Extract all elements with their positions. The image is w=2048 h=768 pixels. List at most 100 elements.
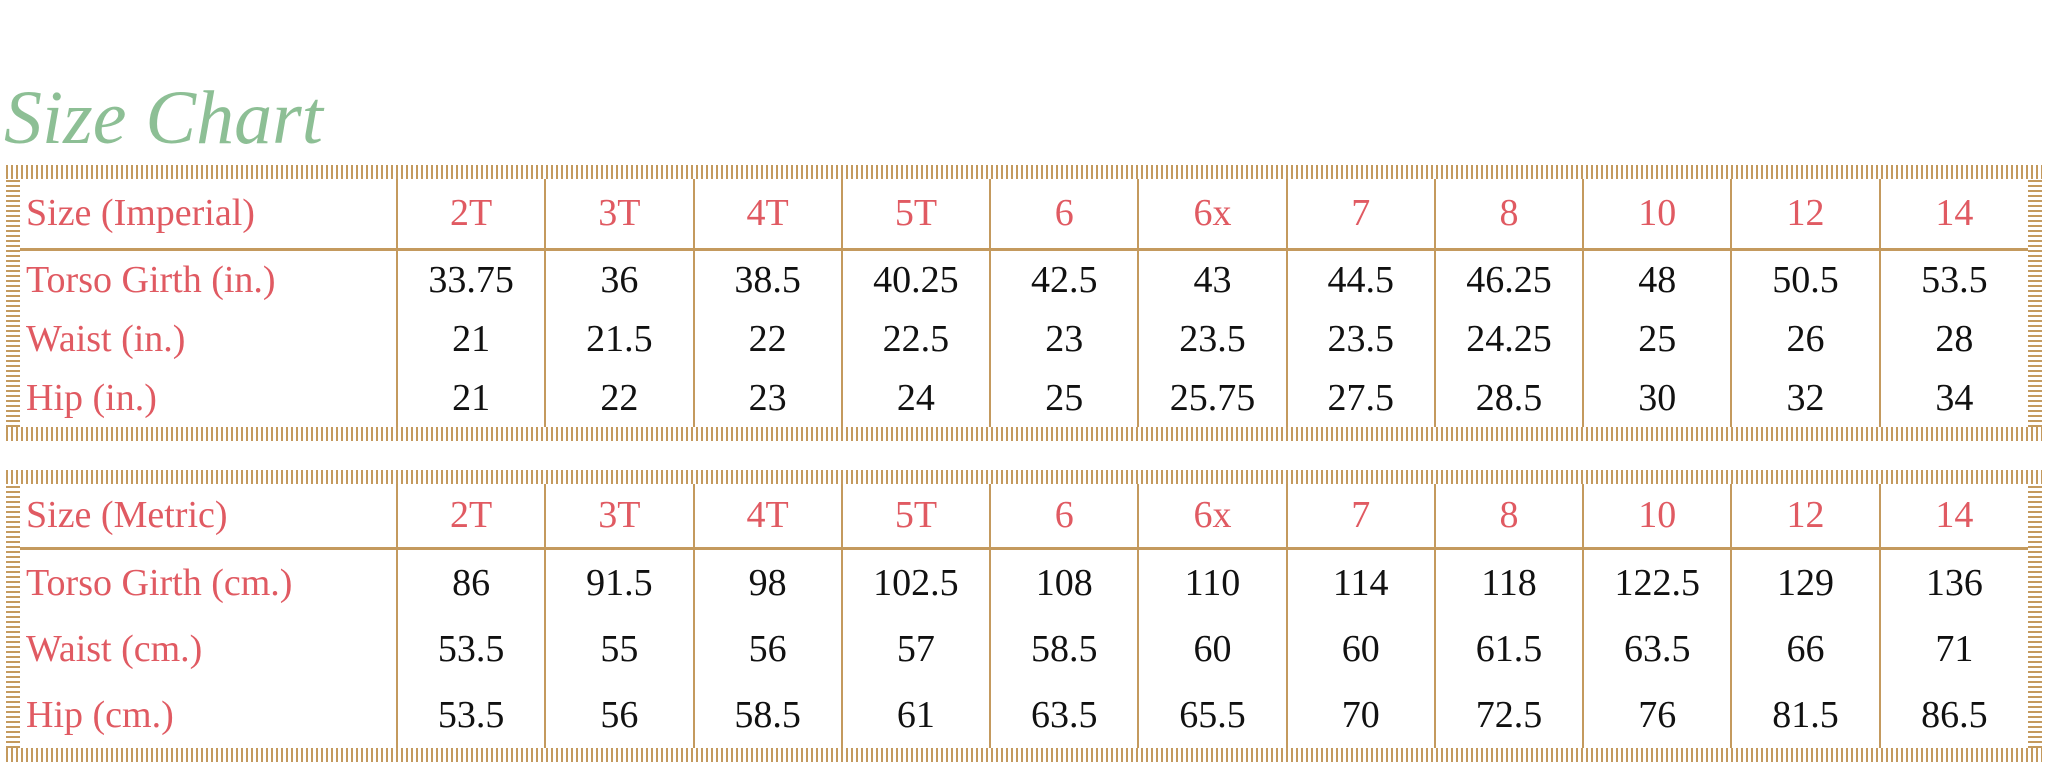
measurement: 26 xyxy=(1730,309,1880,369)
header-row: Size (Imperial) 2T 3T 4T 5T 6 6x 7 8 10 12 14 xyxy=(20,179,2028,251)
size-label: 4T xyxy=(692,484,842,550)
measurement: 86.5 xyxy=(1878,682,2028,748)
row-label: Hip (in.) xyxy=(26,376,157,419)
size-label: 2T xyxy=(395,484,546,550)
measurement: 129 xyxy=(1730,548,1880,617)
size-label: 2T xyxy=(395,179,546,251)
measurement: 33.75 xyxy=(395,249,546,310)
row-label: Torso Girth (cm.) xyxy=(26,561,293,604)
data-row: Waist (in.) 21 21.5 22 22.5 23 23.5 23.5 24.25 25… xyxy=(20,309,2028,369)
measurement: 53.5 xyxy=(1878,249,2028,310)
measurement: 44.5 xyxy=(1285,249,1435,310)
measurement: 60 xyxy=(1137,616,1287,683)
measurement: 108 xyxy=(989,548,1139,617)
measurement: 21.5 xyxy=(544,309,694,369)
measurement: 53.5 xyxy=(395,616,546,683)
measurement: 98 xyxy=(692,548,842,617)
row-header: Size (Metric) xyxy=(20,484,397,550)
measurement: 66 xyxy=(1730,616,1880,683)
measurement: 24.25 xyxy=(1433,309,1584,369)
size-label: 6x xyxy=(1137,484,1287,550)
measurement: 118 xyxy=(1433,548,1584,617)
size-label: 7 xyxy=(1285,484,1435,550)
measurement: 25.75 xyxy=(1137,368,1287,427)
data-row: Waist (cm.) 53.5 55 56 57 58.5 60 60 61.5 63.5 66 7… xyxy=(20,616,2028,683)
measurement: 36 xyxy=(544,249,694,310)
measurement: 27.5 xyxy=(1285,368,1435,427)
header-row: Size (Metric) 2T 3T 4T 5T 6 6x 7 8 10 12 14 xyxy=(20,484,2028,550)
data-row: Torso Girth (cm.) 86 91.5 98 102.5 108 110 114 1… xyxy=(20,548,2028,617)
measurement: 70 xyxy=(1285,682,1435,748)
data-row: Hip (in.) 21 22 23 24 25 25.75 27.5 28.5 30 32 34 xyxy=(20,368,2028,427)
size-label: 3T xyxy=(544,484,694,550)
size-label: 6 xyxy=(989,179,1139,251)
measurement: 136 xyxy=(1878,548,2028,617)
measurement: 23.5 xyxy=(1137,309,1287,369)
row-label: Waist (in.) xyxy=(26,317,186,360)
measurement: 28.5 xyxy=(1433,368,1584,427)
measurement: 22 xyxy=(692,309,842,369)
measurement: 57 xyxy=(840,616,991,683)
measurement: 21 xyxy=(395,368,546,427)
measurement: 122.5 xyxy=(1582,548,1732,617)
measurement: 48 xyxy=(1582,249,1732,310)
data-row: Hip (cm.) 53.5 56 58.5 61 63.5 65.5 70 72.5 76 81.… xyxy=(20,682,2028,748)
size-label: 14 xyxy=(1878,179,2028,251)
size-label: 5T xyxy=(840,179,991,251)
measurement: 23 xyxy=(989,309,1139,369)
measurement: 114 xyxy=(1285,548,1435,617)
metric-table-frame: Size (Metric) 2T 3T 4T 5T 6 6x 7 8 10 12 14 Torso Gi… xyxy=(6,470,2042,762)
measurement: 71 xyxy=(1878,616,2028,683)
measurement: 23 xyxy=(692,368,842,427)
row-label: Waist (cm.) xyxy=(26,628,203,671)
size-label: 10 xyxy=(1582,484,1732,550)
size-label: 4T xyxy=(692,179,842,251)
measurement: 42.5 xyxy=(989,249,1139,310)
measurement: 56 xyxy=(544,682,694,748)
measurement: 76 xyxy=(1582,682,1732,748)
size-label: 10 xyxy=(1582,179,1732,251)
measurement: 63.5 xyxy=(989,682,1139,748)
measurement: 56 xyxy=(692,616,842,683)
measurement: 61.5 xyxy=(1433,616,1584,683)
row-label: Hip (cm.) xyxy=(26,694,174,737)
measurement: 91.5 xyxy=(544,548,694,617)
measurement: 25 xyxy=(989,368,1139,427)
measurement: 102.5 xyxy=(840,548,991,617)
size-label: 12 xyxy=(1730,484,1880,550)
measurement: 55 xyxy=(544,616,694,683)
measurement: 65.5 xyxy=(1137,682,1287,748)
imperial-table-frame: Size (Imperial) 2T 3T 4T 5T 6 6x 7 8 10 12 14 Torso … xyxy=(6,165,2042,441)
size-label: 3T xyxy=(544,179,694,251)
measurement: 61 xyxy=(840,682,991,748)
row-label: Torso Girth (in.) xyxy=(26,259,276,302)
measurement: 30 xyxy=(1582,368,1732,427)
measurement: 22 xyxy=(544,368,694,427)
measurement: 58.5 xyxy=(692,682,842,748)
measurement: 21 xyxy=(395,309,546,369)
size-label: 12 xyxy=(1730,179,1880,251)
measurement: 24 xyxy=(840,368,991,427)
size-table: Size (Imperial) 2T 3T 4T 5T 6 6x 7 8 10 12 14 Torso … xyxy=(20,179,2028,427)
measurement: 58.5 xyxy=(989,616,1139,683)
size-label: 7 xyxy=(1285,179,1435,251)
size-label: 6 xyxy=(989,484,1139,550)
measurement: 53.5 xyxy=(395,682,546,748)
size-label: 5T xyxy=(840,484,991,550)
measurement: 38.5 xyxy=(692,249,842,310)
size-label: 14 xyxy=(1878,484,2028,550)
size-table: Size (Metric) 2T 3T 4T 5T 6 6x 7 8 10 12 14 Torso Gi… xyxy=(20,484,2028,748)
measurement: 110 xyxy=(1137,548,1287,617)
data-row: Torso Girth (in.) 33.75 36 38.5 40.25 42.5 43 4… xyxy=(20,249,2028,310)
measurement: 43 xyxy=(1137,249,1287,310)
measurement: 46.25 xyxy=(1433,249,1584,310)
row-header: Size (Imperial) xyxy=(20,179,397,251)
measurement: 28 xyxy=(1878,309,2028,369)
measurement: 22.5 xyxy=(840,309,991,369)
measurement: 50.5 xyxy=(1730,249,1880,310)
measurement: 60 xyxy=(1285,616,1435,683)
measurement: 40.25 xyxy=(840,249,991,310)
size-label: 8 xyxy=(1433,484,1584,550)
size-label: 8 xyxy=(1433,179,1584,251)
